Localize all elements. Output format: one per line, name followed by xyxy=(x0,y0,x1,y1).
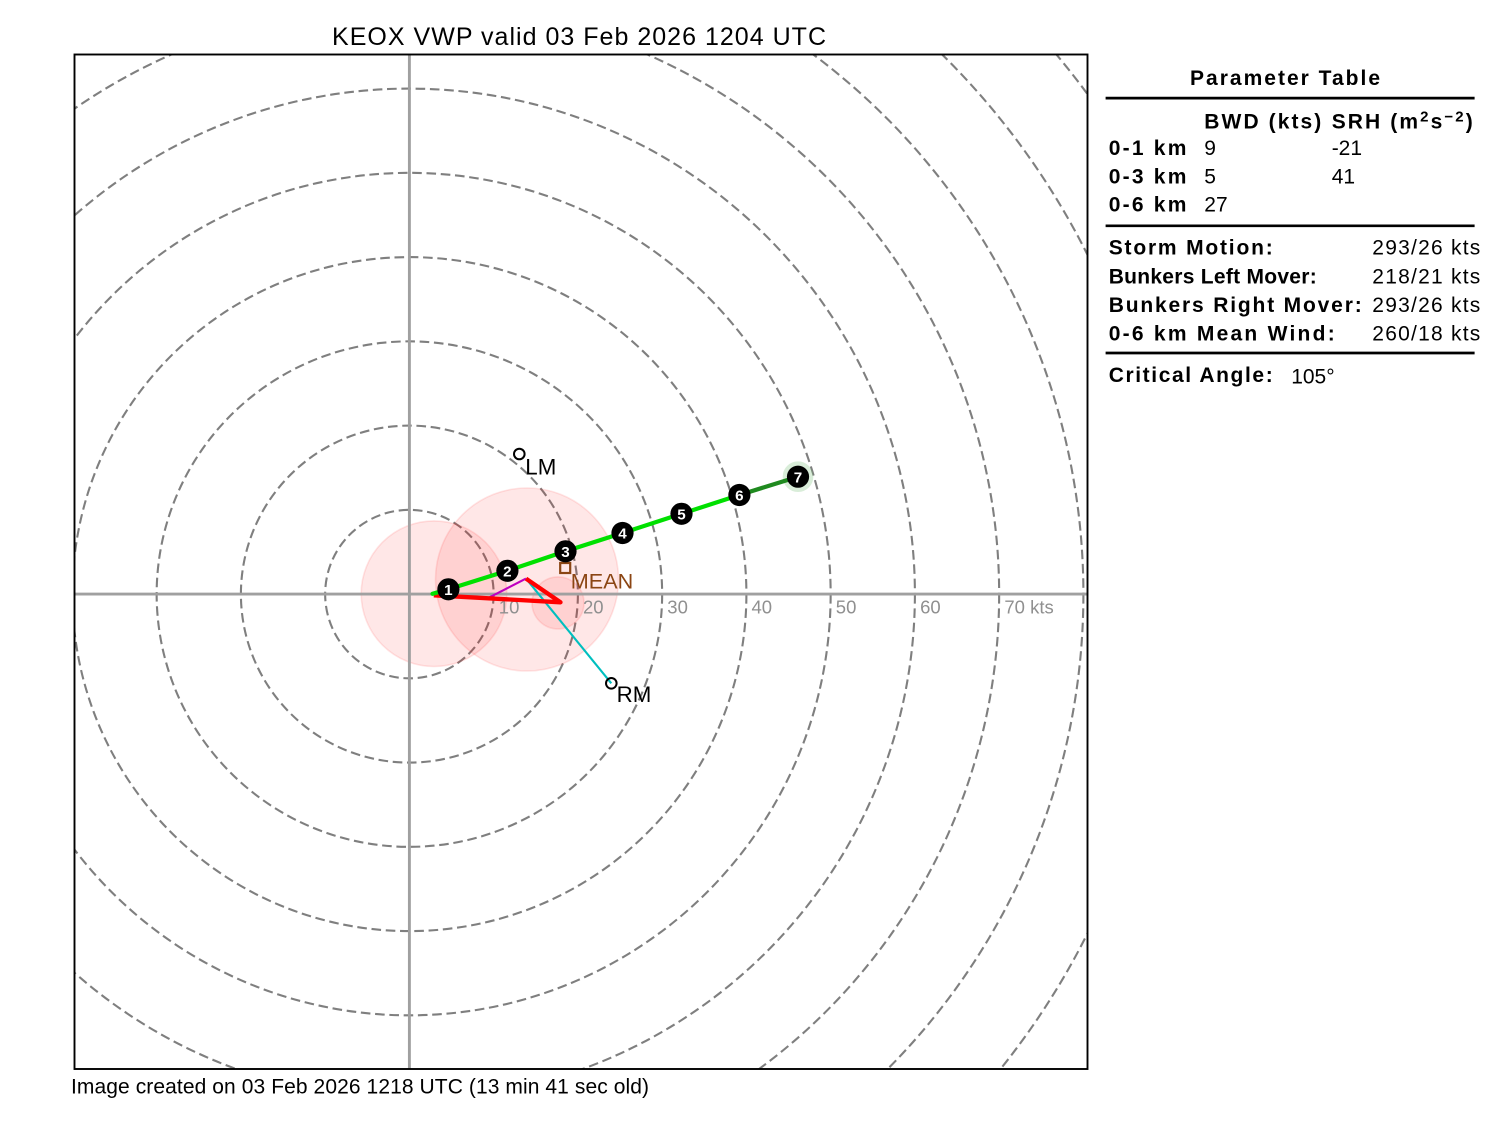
svg-text:260/18 kts: 260/18 kts xyxy=(1372,323,1480,346)
svg-text:0-6 km: 0-6 km xyxy=(1109,194,1187,217)
svg-text:50: 50 xyxy=(836,596,857,617)
svg-text:Storm Motion:: Storm Motion: xyxy=(1109,237,1273,260)
svg-text:RM: RM xyxy=(617,682,652,707)
svg-text:Bunkers Left Mover:: Bunkers Left Mover: xyxy=(1109,266,1317,289)
svg-text:30: 30 xyxy=(667,596,688,617)
svg-text:4: 4 xyxy=(618,526,627,543)
svg-text:40: 40 xyxy=(752,596,773,617)
svg-text:3: 3 xyxy=(561,544,569,561)
svg-text:293/26 kts: 293/26 kts xyxy=(1372,294,1480,317)
svg-text:9: 9 xyxy=(1204,137,1216,160)
svg-text:Critical Angle:: Critical Angle: xyxy=(1109,364,1273,387)
svg-text:27: 27 xyxy=(1204,194,1227,217)
svg-text:BWD (kts): BWD (kts) xyxy=(1204,110,1321,133)
svg-text:Image created on 03 Feb 2026 1: Image created on 03 Feb 2026 1218 UTC (1… xyxy=(71,1076,649,1099)
svg-text:105°: 105° xyxy=(1291,366,1334,389)
svg-text:0-6 km Mean Wind:: 0-6 km Mean Wind: xyxy=(1109,323,1335,346)
svg-text:KEOX VWP valid 03 Feb 2026 120: KEOX VWP valid 03 Feb 2026 1204 UTC xyxy=(332,23,826,51)
svg-text:LM: LM xyxy=(525,454,556,479)
svg-text:0-3 km: 0-3 km xyxy=(1109,166,1187,189)
svg-text:2: 2 xyxy=(503,564,511,581)
svg-text:293/26 kts: 293/26 kts xyxy=(1372,237,1480,260)
svg-text:0-1 km: 0-1 km xyxy=(1109,137,1187,160)
svg-text:6: 6 xyxy=(735,488,743,505)
svg-text:70 kts: 70 kts xyxy=(1004,596,1053,617)
svg-text:7: 7 xyxy=(794,469,802,486)
svg-text:41: 41 xyxy=(1332,166,1355,189)
svg-text:60: 60 xyxy=(920,596,941,617)
svg-text:-21: -21 xyxy=(1332,137,1362,160)
svg-text:5: 5 xyxy=(1204,166,1216,189)
svg-text:Bunkers Right Mover:: Bunkers Right Mover: xyxy=(1109,294,1362,317)
svg-text:20: 20 xyxy=(583,596,604,617)
svg-text:5: 5 xyxy=(677,507,686,524)
svg-text:MEAN: MEAN xyxy=(571,569,633,594)
svg-text:1: 1 xyxy=(444,582,453,599)
svg-text:218/21 kts: 218/21 kts xyxy=(1372,266,1480,289)
